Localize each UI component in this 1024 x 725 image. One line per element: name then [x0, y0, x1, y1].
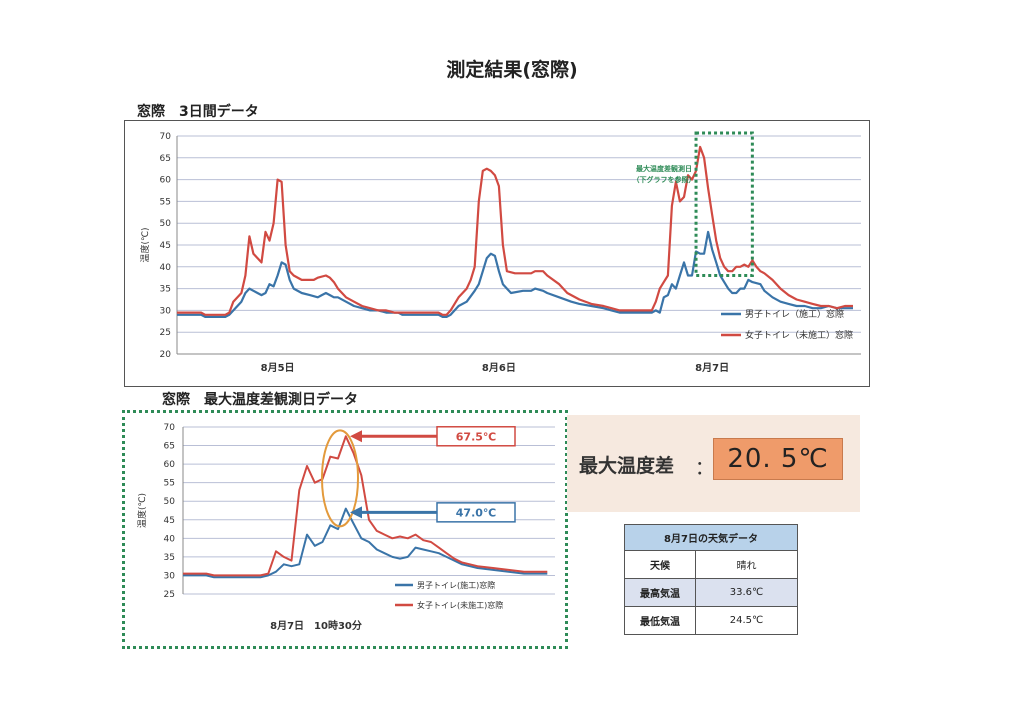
y-tick-label: 70 [164, 423, 176, 433]
y-tick-label: 45 [164, 516, 175, 526]
weather-label-min-temp: 最低気温 [624, 606, 696, 635]
legend-label: 男子トイレ（施工）窓際 [745, 308, 844, 320]
y-tick-label: 60 [160, 176, 172, 186]
max-diff-value: 20. 5℃ [713, 438, 843, 480]
max-diff-panel: 最大温度差 ： 20. 5℃ [567, 415, 860, 512]
peak-ellipse [321, 429, 359, 528]
series-line-male [183, 507, 548, 579]
weather-value-min-temp: 24.5℃ [695, 606, 798, 635]
legend-label: 女子トイレ(未施工)窓際 [417, 600, 503, 610]
x-axis-label: 8月7日 10時30分 [270, 619, 362, 632]
highlight-sublabel: （下グラフを参照） [633, 175, 696, 184]
y-tick-label: 35 [164, 553, 175, 563]
y-tick-label: 20 [160, 350, 172, 360]
y-tick-label: 65 [164, 442, 175, 452]
y-tick-label: 50 [164, 497, 176, 507]
y-tick-label: 55 [164, 479, 175, 489]
y-tick-label: 65 [160, 154, 171, 164]
page-title: 測定結果(窓際) [446, 59, 578, 81]
x-tick-label: 8月6日 [482, 362, 516, 374]
weather-value-max-temp: 33.6℃ [695, 578, 798, 607]
highlight-box [694, 131, 754, 278]
weather-row-condition: 天候 晴れ [624, 550, 798, 579]
legend-label: 女子トイレ（未施工）窓際 [745, 329, 853, 341]
series-line-female [177, 145, 853, 316]
section2-title: 窓際 最大温度差観測日データ [162, 392, 358, 408]
y-axis-label: 温度(℃) [136, 493, 148, 528]
y-tick-label: 35 [160, 285, 171, 295]
three-day-chart: 20 25 30 35 40 45 50 55 60 65 70 温度(℃) 8月5日 8月6日 8月7日 最… [124, 120, 870, 387]
y-tick-label: 70 [160, 132, 172, 142]
y-tick-label: 25 [160, 328, 171, 338]
max-diff-colon: ： [695, 457, 715, 479]
legend-label: 男子トイレ(施工)窓際 [417, 580, 495, 590]
weather-label-condition: 天候 [624, 550, 696, 579]
three-day-chart-svg: 20 25 30 35 40 45 50 55 60 65 70 温度(℃) 8月5日 8月6日 8月7日 最… [139, 131, 861, 374]
weather-value-condition: 晴れ [695, 550, 798, 579]
annotation-box [436, 426, 516, 447]
weather-row-min-temp: 最低気温 24.5℃ [624, 606, 798, 635]
y-tick-label: 50 [160, 219, 172, 229]
y-axis-label: 温度(℃) [139, 227, 151, 262]
y-tick-label: 60 [164, 460, 176, 470]
y-tick-label: 45 [160, 241, 171, 251]
annotation-box [436, 502, 516, 523]
annotation-label: 67.5℃ [456, 430, 496, 443]
max-diff-day-chart-svg: 25 30 35 40 45 50 55 60 65 70 温度(℃) 8月7日 10時30分 67.5… [136, 423, 555, 632]
max-diff-label: 最大温度差 [579, 455, 675, 477]
section1-title: 窓際 3日間データ [137, 104, 259, 120]
series-line-female [183, 435, 548, 577]
weather-row-max-temp: 最高気温 33.6℃ [624, 578, 798, 607]
annotation-label: 47.0℃ [456, 506, 496, 519]
x-tick-label: 8月5日 [261, 362, 295, 374]
highlight-label: 最大温度差観測日 [636, 164, 692, 173]
max-diff-day-chart: 25 30 35 40 45 50 55 60 65 70 温度(℃) 8月7日 10時30分 67.5… [122, 410, 568, 649]
y-tick-label: 40 [160, 263, 172, 273]
annotation-arrow-head [350, 430, 362, 443]
series-line-male [177, 230, 853, 318]
annotation-arrow-head [350, 506, 362, 519]
y-tick-label: 25 [164, 590, 175, 600]
weather-table-title: 8月7日の天気データ [624, 524, 798, 551]
y-tick-label: 55 [160, 197, 171, 207]
y-tick-label: 30 [164, 571, 176, 581]
y-tick-label: 40 [164, 534, 176, 544]
weather-label-max-temp: 最高気温 [624, 578, 696, 607]
weather-table: 8月7日の天気データ 天候 晴れ 最高気温 33.6℃ 最低気温 24.5℃ [624, 524, 798, 635]
y-tick-label: 30 [160, 306, 172, 316]
x-tick-label: 8月7日 [695, 362, 729, 374]
